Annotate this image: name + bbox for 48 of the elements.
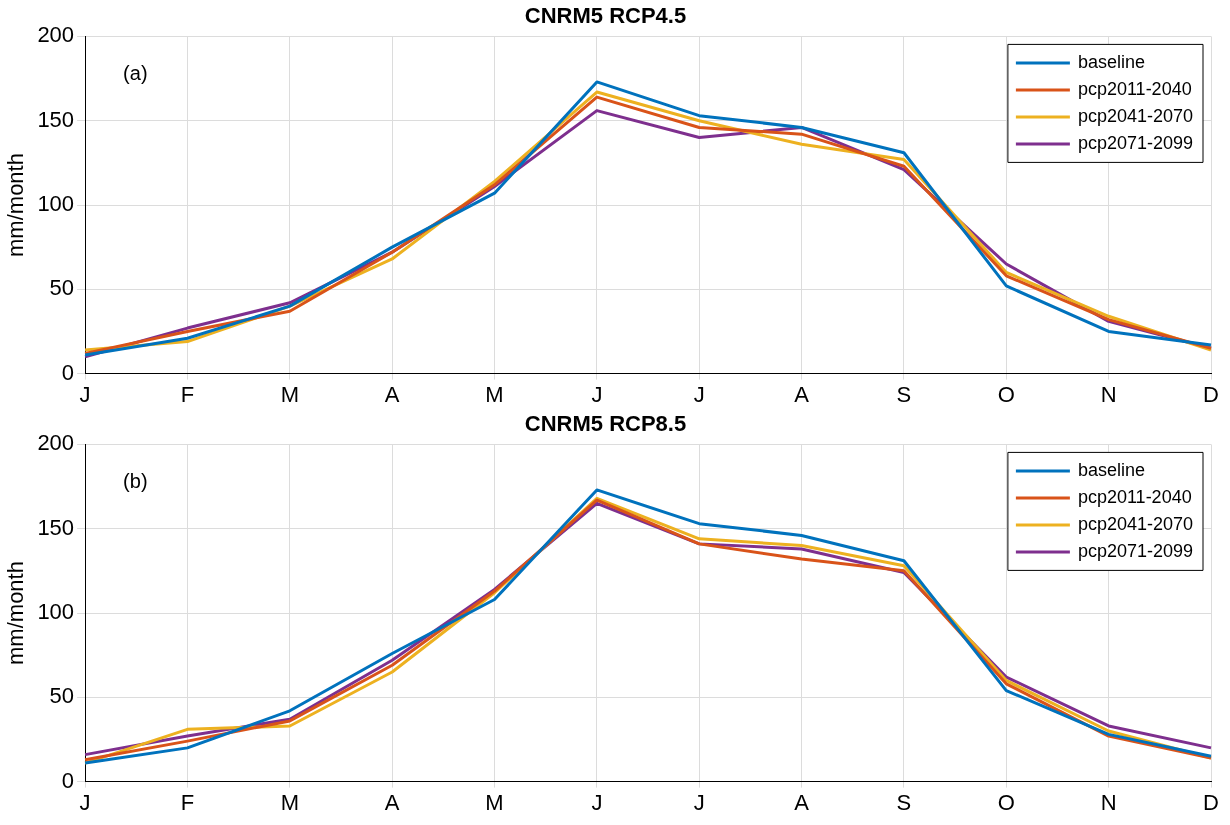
x-tick-label: J: [693, 381, 705, 407]
y-tick-label: 50: [49, 275, 75, 301]
annotation: (b): [123, 469, 148, 492]
legend-label: pcp2011-2040: [1077, 78, 1192, 99]
y-tick-label: 200: [37, 430, 75, 456]
annotation: (a): [123, 61, 148, 84]
y-axis-title: mm/month: [3, 561, 29, 665]
y-tick-label: 50: [49, 683, 75, 709]
x-tick-label: J: [591, 789, 603, 815]
legend-label: pcp2071-2099: [1077, 132, 1194, 153]
x-tick-label: J: [591, 381, 603, 407]
y-tick-label: 150: [37, 106, 75, 132]
x-tick-label: F: [180, 381, 195, 407]
x-tick-label: S: [896, 381, 912, 407]
x-tick-label: M: [280, 789, 299, 815]
x-tick-label: A: [794, 381, 810, 407]
x-tick-label: J: [79, 789, 91, 815]
x-tick-label: J: [79, 381, 91, 407]
x-tick-label: D: [1203, 789, 1219, 815]
x-tick-label: M: [485, 789, 504, 815]
y-tick-label: 0: [61, 767, 75, 793]
legend-label: baseline: [1077, 459, 1145, 480]
x-tick-label: N: [1100, 789, 1117, 815]
x-tick-label: A: [794, 789, 810, 815]
chart-title: CNRM5 RCP8.5: [524, 411, 687, 437]
x-tick-label: O: [997, 789, 1015, 815]
x-tick-label: D: [1203, 381, 1219, 407]
x-tick-label: J: [693, 789, 705, 815]
legend-label: baseline: [1077, 51, 1145, 72]
legend-label: pcp2071-2099: [1077, 540, 1194, 561]
y-tick-label: 0: [61, 359, 75, 385]
chart-title: CNRM5 RCP4.5: [524, 3, 687, 29]
x-tick-label: A: [384, 381, 400, 407]
x-tick-label: M: [280, 381, 299, 407]
y-axis-title: mm/month: [3, 153, 29, 257]
y-tick-label: 150: [37, 514, 75, 540]
x-tick-label: A: [384, 789, 400, 815]
legend-label: pcp2011-2040: [1077, 486, 1192, 507]
x-tick-label: N: [1100, 381, 1117, 407]
x-tick-label: S: [896, 789, 912, 815]
legend-label: pcp2041-2070: [1077, 513, 1194, 534]
x-tick-label: O: [997, 381, 1015, 407]
x-tick-label: F: [180, 789, 195, 815]
y-tick-label: 100: [37, 599, 75, 625]
y-tick-label: 200: [37, 22, 75, 48]
y-tick-label: 100: [37, 191, 75, 217]
legend-label: pcp2041-2070: [1077, 105, 1194, 126]
x-tick-label: M: [485, 381, 504, 407]
